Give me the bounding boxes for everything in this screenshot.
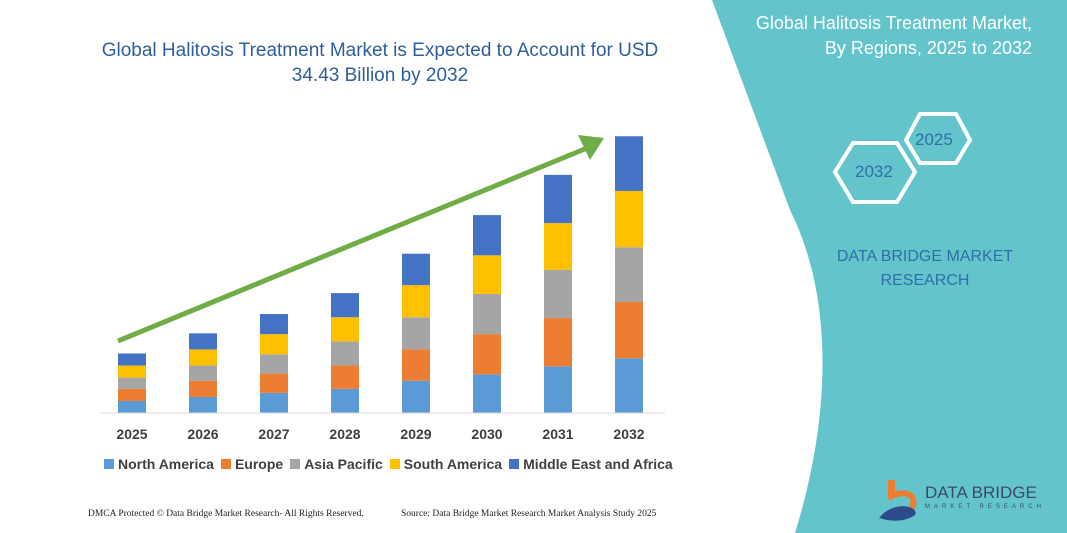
bar-2025-north-america: [118, 400, 146, 413]
bar-2029-south-america: [402, 285, 430, 318]
logo-name: DATA BRIDGE: [925, 483, 1037, 502]
legend-item: North America: [104, 456, 214, 472]
bar-2031-middle-east-and-africa: [544, 174, 572, 224]
x-tick-label: 2025: [116, 426, 148, 442]
bar-2030-asia-pacific: [473, 293, 501, 335]
brand-text: DATA BRIDGE MARKET RESEARCH: [825, 245, 1025, 293]
x-tick-label: 2030: [471, 426, 503, 442]
bar-2027-north-america: [260, 392, 288, 413]
bar-2028-south-america: [331, 317, 359, 342]
legend-label: Middle East and Africa: [523, 456, 673, 472]
bar-2027-middle-east-and-africa: [260, 314, 288, 335]
bar-2028-europe: [331, 365, 359, 389]
legend-swatch: [104, 459, 114, 469]
side-title-line2: By Regions, 2025 to 2032: [824, 38, 1032, 58]
legend: North America Europe Asia Pacific South Ame…: [104, 456, 673, 472]
logo-icon: [878, 480, 917, 521]
brand-line1: DATA BRIDGE MARKET: [836, 248, 1014, 265]
logo-sub: MARKET RESEARCH: [925, 504, 1045, 510]
bar-2028-asia-pacific: [331, 341, 359, 366]
hex-2032-icon: [832, 141, 918, 204]
legend-item: South America: [389, 456, 503, 472]
bar-2032-middle-east-and-africa: [615, 136, 643, 191]
hex-label-2025: 2025: [915, 130, 953, 149]
trend-arrowhead: [578, 135, 604, 160]
bar-2029-middle-east-and-africa: [402, 253, 430, 286]
bar-2027-europe: [260, 373, 288, 393]
x-tick-label: 2026: [187, 426, 219, 442]
bar-2032-europe: [615, 301, 643, 359]
bar-2031-asia-pacific: [544, 269, 572, 319]
legend-item: Asia Pacific: [290, 456, 383, 472]
x-tick-label: 2027: [258, 426, 290, 442]
bar-2025-europe: [118, 388, 146, 401]
legend-swatch: [509, 459, 520, 469]
bar-2032-north-america: [615, 358, 643, 413]
x-tick-label: 2029: [400, 426, 432, 442]
legend-swatch: [389, 459, 400, 469]
bar-2031-south-america: [544, 223, 572, 270]
bar-2027-asia-pacific: [260, 354, 288, 374]
bar-2029-north-america: [402, 380, 430, 413]
bar-2031-europe: [544, 318, 572, 367]
bar-2029-asia-pacific: [402, 317, 430, 350]
brand-line2: RESEARCH: [880, 272, 970, 289]
bar-2027-south-america: [260, 334, 288, 355]
legend-swatch: [290, 459, 301, 469]
legend-label: North America: [118, 456, 214, 472]
bar-2026-south-america: [189, 349, 217, 366]
x-tick-label: 2031: [542, 426, 574, 442]
footer-source: Source: Data Bridge Market Research Mark…: [401, 509, 657, 519]
bar-2026-middle-east-and-africa: [189, 333, 217, 350]
bar-2025-middle-east-and-africa: [118, 353, 146, 366]
trend-arrow: [117, 143, 593, 344]
bar-2030-south-america: [473, 255, 501, 294]
side-panel-title: Global Halitosis Treatment Market, By Re…: [756, 11, 1032, 61]
x-tick-label: 2032: [613, 426, 645, 442]
x-tick-label: 2028: [329, 426, 361, 442]
bar-2030-north-america: [473, 374, 501, 413]
bar-2032-asia-pacific: [615, 247, 643, 302]
bar-2025-asia-pacific: [118, 377, 146, 389]
side-panel: [712, 0, 1067, 533]
legend-label: South America: [403, 456, 503, 472]
bar-2032-south-america: [615, 190, 643, 248]
chart-title: Global Halitosis Treatment Market is Exp…: [101, 40, 659, 86]
bar-2026-asia-pacific: [189, 365, 217, 381]
bar-2025-south-america: [118, 365, 146, 378]
legend-swatch: [220, 459, 231, 469]
bar-2030-middle-east-and-africa: [473, 215, 501, 256]
side-title-line1: Global Halitosis Treatment Market,: [755, 13, 1032, 33]
footer-copyright: DMCA Protected © Data Bridge Market Rese…: [88, 509, 364, 519]
bar-2026-north-america: [189, 396, 217, 413]
bar-2026-europe: [189, 380, 217, 397]
bar-2031-north-america: [544, 366, 572, 413]
hex-2025-icon: [903, 112, 973, 165]
legend-label: Europe: [234, 456, 284, 472]
bar-2029-europe: [402, 349, 430, 381]
legend-item: Europe: [220, 456, 284, 472]
bar-2028-north-america: [331, 388, 359, 413]
hex-label-2032: 2032: [855, 162, 893, 181]
bar-2028-middle-east-and-africa: [331, 293, 359, 318]
legend-item: Middle East and Africa: [509, 456, 673, 472]
bar-2030-europe: [473, 334, 501, 375]
legend-label: Asia Pacific: [304, 456, 383, 472]
